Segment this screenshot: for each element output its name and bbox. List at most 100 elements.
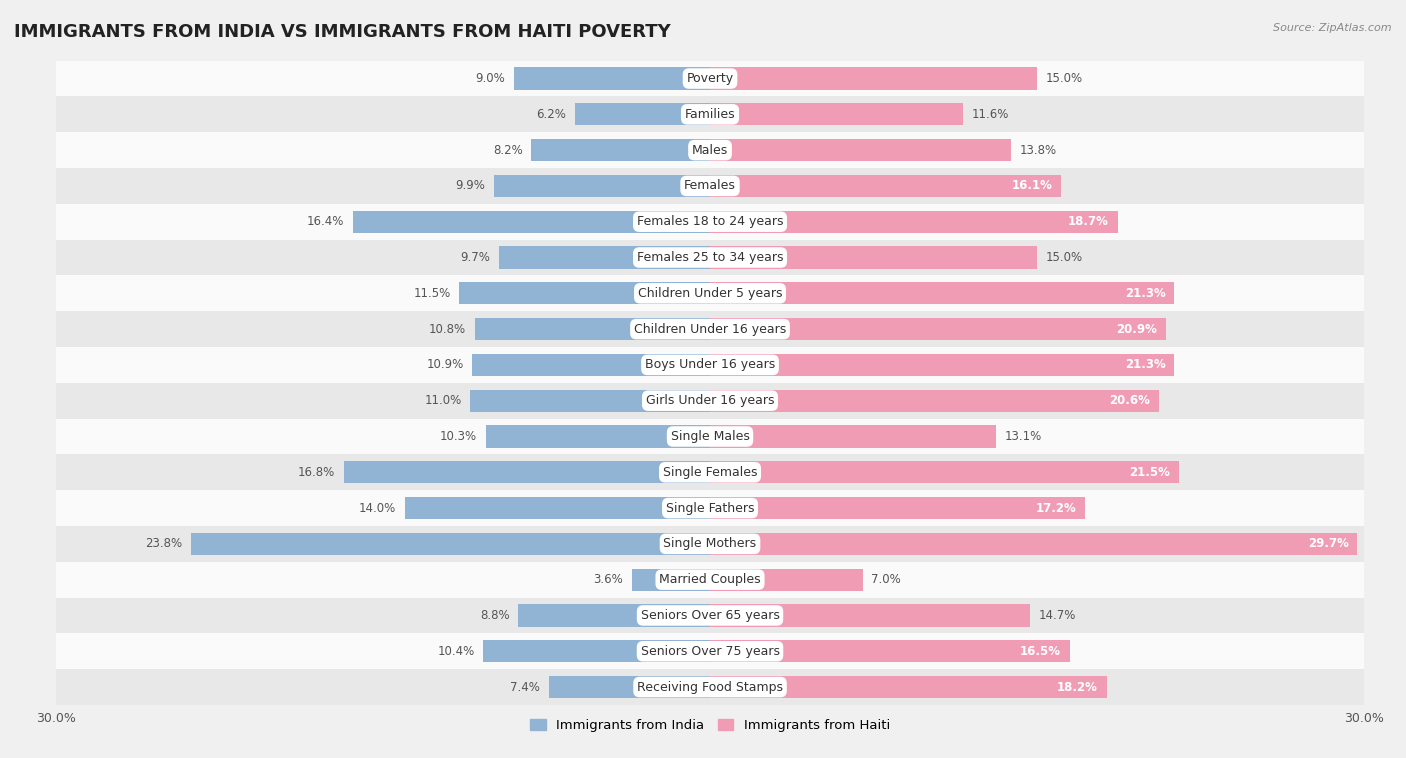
Text: 9.7%: 9.7% (460, 251, 489, 264)
Bar (470, 390, 710, 412)
Text: 21.3%: 21.3% (1125, 287, 1166, 300)
Text: 20.9%: 20.9% (1116, 323, 1157, 336)
Text: 7.4%: 7.4% (510, 681, 540, 694)
Bar (56, 204, 1364, 240)
Bar (56, 383, 1364, 418)
Text: 15.0%: 15.0% (1046, 251, 1083, 264)
Text: 10.9%: 10.9% (426, 359, 464, 371)
Bar (710, 641, 1070, 662)
Text: 16.1%: 16.1% (1011, 180, 1052, 193)
Text: 6.2%: 6.2% (536, 108, 567, 121)
Text: 15.0%: 15.0% (1046, 72, 1083, 85)
Bar (631, 568, 710, 590)
Bar (56, 562, 1364, 597)
Bar (56, 418, 1364, 454)
Bar (484, 641, 710, 662)
Bar (710, 425, 995, 447)
Bar (56, 634, 1364, 669)
Text: 20.6%: 20.6% (1109, 394, 1150, 407)
Text: 16.4%: 16.4% (307, 215, 344, 228)
Bar (56, 669, 1364, 705)
Text: 21.5%: 21.5% (1129, 465, 1170, 479)
Bar (710, 497, 1085, 519)
Bar (344, 461, 710, 484)
Bar (353, 211, 710, 233)
Text: Source: ZipAtlas.com: Source: ZipAtlas.com (1274, 23, 1392, 33)
Bar (515, 67, 710, 89)
Bar (710, 211, 1118, 233)
Text: Poverty: Poverty (686, 72, 734, 85)
Text: 21.3%: 21.3% (1125, 359, 1166, 371)
Legend: Immigrants from India, Immigrants from Haiti: Immigrants from India, Immigrants from H… (524, 713, 896, 737)
Bar (710, 103, 963, 125)
Bar (460, 282, 710, 305)
Bar (56, 240, 1364, 275)
Text: 16.5%: 16.5% (1019, 645, 1062, 658)
Bar (710, 175, 1062, 197)
Text: Single Mothers: Single Mothers (664, 537, 756, 550)
Text: Children Under 5 years: Children Under 5 years (638, 287, 782, 300)
Bar (710, 461, 1178, 484)
Text: 11.6%: 11.6% (972, 108, 1010, 121)
Text: Males: Males (692, 143, 728, 157)
Bar (56, 454, 1364, 490)
Text: 11.0%: 11.0% (425, 394, 461, 407)
Text: Females: Females (685, 180, 735, 193)
Bar (56, 526, 1364, 562)
Text: Females 25 to 34 years: Females 25 to 34 years (637, 251, 783, 264)
Text: 8.2%: 8.2% (494, 143, 523, 157)
Bar (56, 312, 1364, 347)
Bar (56, 490, 1364, 526)
Bar (472, 354, 710, 376)
Text: 7.0%: 7.0% (872, 573, 901, 586)
Bar (710, 67, 1038, 89)
Bar (710, 246, 1038, 268)
Text: 16.8%: 16.8% (298, 465, 335, 479)
Bar (495, 175, 710, 197)
Bar (56, 61, 1364, 96)
Text: Married Couples: Married Couples (659, 573, 761, 586)
Text: 13.1%: 13.1% (1004, 430, 1042, 443)
Text: 14.7%: 14.7% (1039, 609, 1077, 622)
Bar (548, 676, 710, 698)
Bar (519, 604, 710, 627)
Text: 14.0%: 14.0% (359, 502, 396, 515)
Text: 10.8%: 10.8% (429, 323, 465, 336)
Bar (56, 347, 1364, 383)
Bar (56, 168, 1364, 204)
Text: Single Males: Single Males (671, 430, 749, 443)
Bar (710, 533, 1357, 555)
Bar (56, 96, 1364, 132)
Text: 18.7%: 18.7% (1069, 215, 1109, 228)
Bar (485, 425, 710, 447)
Bar (710, 390, 1159, 412)
Text: IMMIGRANTS FROM INDIA VS IMMIGRANTS FROM HAITI POVERTY: IMMIGRANTS FROM INDIA VS IMMIGRANTS FROM… (14, 23, 671, 41)
Bar (710, 568, 862, 590)
Bar (56, 275, 1364, 312)
Bar (710, 354, 1174, 376)
Text: Single Fathers: Single Fathers (666, 502, 754, 515)
Text: Girls Under 16 years: Girls Under 16 years (645, 394, 775, 407)
Bar (531, 139, 710, 161)
Bar (56, 597, 1364, 634)
Text: 8.8%: 8.8% (479, 609, 509, 622)
Bar (710, 139, 1011, 161)
Text: 9.9%: 9.9% (456, 180, 485, 193)
Text: Seniors Over 65 years: Seniors Over 65 years (641, 609, 779, 622)
Text: 13.8%: 13.8% (1019, 143, 1057, 157)
Bar (710, 282, 1174, 305)
Bar (405, 497, 710, 519)
Text: 23.8%: 23.8% (145, 537, 183, 550)
Bar (710, 676, 1107, 698)
Text: 18.2%: 18.2% (1057, 681, 1098, 694)
Text: Families: Families (685, 108, 735, 121)
Text: 17.2%: 17.2% (1035, 502, 1076, 515)
Text: 11.5%: 11.5% (413, 287, 451, 300)
Text: Children Under 16 years: Children Under 16 years (634, 323, 786, 336)
Text: Boys Under 16 years: Boys Under 16 years (645, 359, 775, 371)
Text: Single Females: Single Females (662, 465, 758, 479)
Bar (710, 604, 1031, 627)
Bar (191, 533, 710, 555)
Bar (575, 103, 710, 125)
Text: 9.0%: 9.0% (475, 72, 505, 85)
